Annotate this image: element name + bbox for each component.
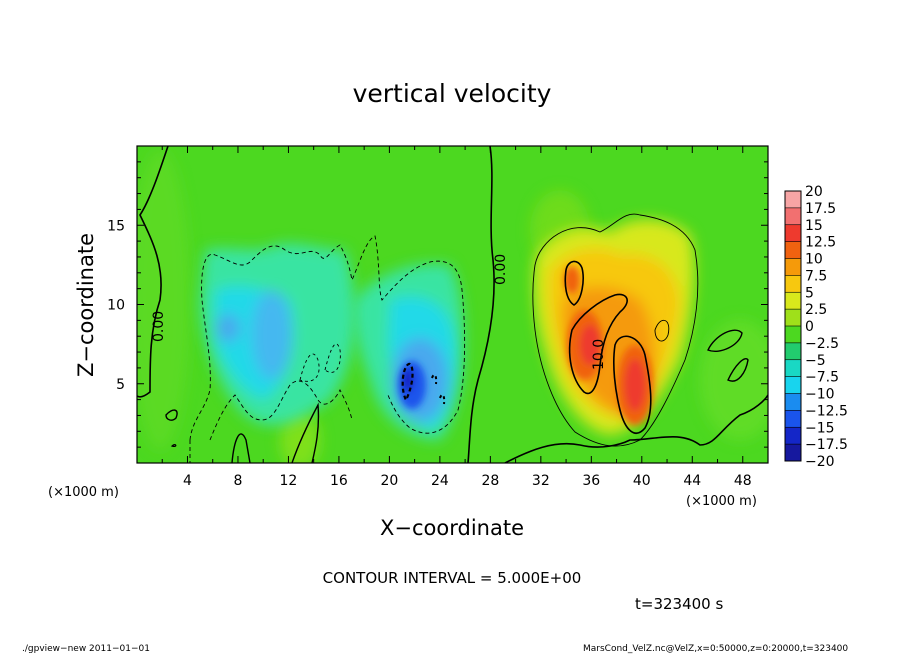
x-tick-label: 32: [532, 473, 550, 489]
colorbar-swatch: [785, 224, 801, 243]
y-axis-label: Z−coordinate: [74, 233, 98, 377]
contour-label-left: 0.00: [151, 311, 167, 342]
x-tick-label: 40: [633, 473, 651, 489]
x-tick-label: 28: [481, 473, 499, 489]
colorbar-swatch: [785, 376, 801, 394]
colorbar-label: −2.5: [805, 336, 839, 352]
colorbar-label: 20: [805, 184, 823, 200]
colorbar-label: −7.5: [805, 370, 839, 386]
x-tick-label: 44: [683, 473, 701, 489]
x-unit-right: (×1000 m): [686, 494, 757, 509]
colorbar-label: 2.5: [805, 302, 827, 318]
x-axis-label: X−coordinate: [380, 516, 524, 540]
colorbar-swatch: [785, 258, 801, 276]
colorbar-swatch: [785, 427, 801, 445]
x-tick-label: 4: [183, 473, 192, 489]
colorbar-label: −15: [805, 420, 835, 436]
colorbar-label: −10: [805, 387, 835, 403]
time-label: t=323400 s: [635, 595, 723, 613]
chart-title: vertical velocity: [353, 79, 552, 108]
x-axis: 4 8 12 16 20 24 28 32 36 40 44 48: [161, 146, 752, 489]
colorbar-swatch: [785, 359, 801, 378]
x-tick-label: 16: [330, 473, 348, 489]
colorbar-label: −5: [805, 353, 826, 369]
x-unit-left: (×1000 m): [48, 485, 119, 500]
colorbar-swatch: [785, 444, 801, 462]
plot-area: 0.00 0.00 10.0: [137, 146, 768, 463]
colorbar-label: 5: [805, 285, 814, 301]
downdraft-right: [354, 263, 464, 440]
downdraft-left: [200, 243, 355, 426]
colorbar-swatch: [785, 241, 801, 259]
footer-left: ./gpview−new 2011−01−01: [22, 644, 150, 654]
colorbar-swatch: [785, 326, 801, 344]
colorbar-label: 12.5: [805, 235, 836, 251]
colorbar-label: 10: [805, 252, 823, 268]
x-tick-label: 20: [380, 473, 398, 489]
colorbar-label: −12.5: [805, 403, 848, 419]
colorbar-swatch: [785, 393, 801, 411]
x-tick-label: 12: [280, 473, 298, 489]
colorbar-swatch: [785, 275, 801, 293]
y-tick-label: 10: [107, 298, 125, 314]
x-tick-label: 36: [582, 473, 600, 489]
contour-label-updraft: 10.0: [591, 339, 607, 370]
colorbar-swatch: [785, 410, 801, 428]
colorbar-label: 17.5: [805, 201, 836, 217]
x-tick-label: 48: [734, 473, 752, 489]
contour-interval-text: CONTOUR INTERVAL = 5.000E+00: [323, 569, 582, 587]
y-axis: 5 10 15: [107, 161, 768, 448]
y-tick-label: 15: [107, 218, 125, 234]
colorbar-label: −17.5: [805, 437, 848, 453]
x-tick-label: 8: [233, 473, 242, 489]
contour-lines: [137, 146, 768, 463]
contour-label-middle: 0.00: [493, 254, 509, 285]
colorbar-label: −20: [805, 454, 835, 470]
colorbar-label: 0: [805, 319, 814, 335]
colorbar-swatch: [785, 309, 801, 327]
y-tick-label: 5: [116, 377, 125, 393]
colorbar-swatch: [785, 292, 801, 310]
x-tick-label: 24: [431, 473, 449, 489]
colorbar-swatch: [785, 342, 801, 361]
footer-right: MarsCond_VelZ.nc@VelZ,x=0:50000,z=0:2000…: [583, 644, 848, 654]
colorbar: 2017.51512.5107.552.50−2.5−5−7.5−10−12.5…: [784, 184, 848, 470]
colorbar-swatch: [785, 191, 801, 209]
colorbar-label: 7.5: [805, 268, 827, 284]
colorbar-label: 15: [805, 218, 823, 234]
colorbar-swatch: [785, 207, 801, 226]
